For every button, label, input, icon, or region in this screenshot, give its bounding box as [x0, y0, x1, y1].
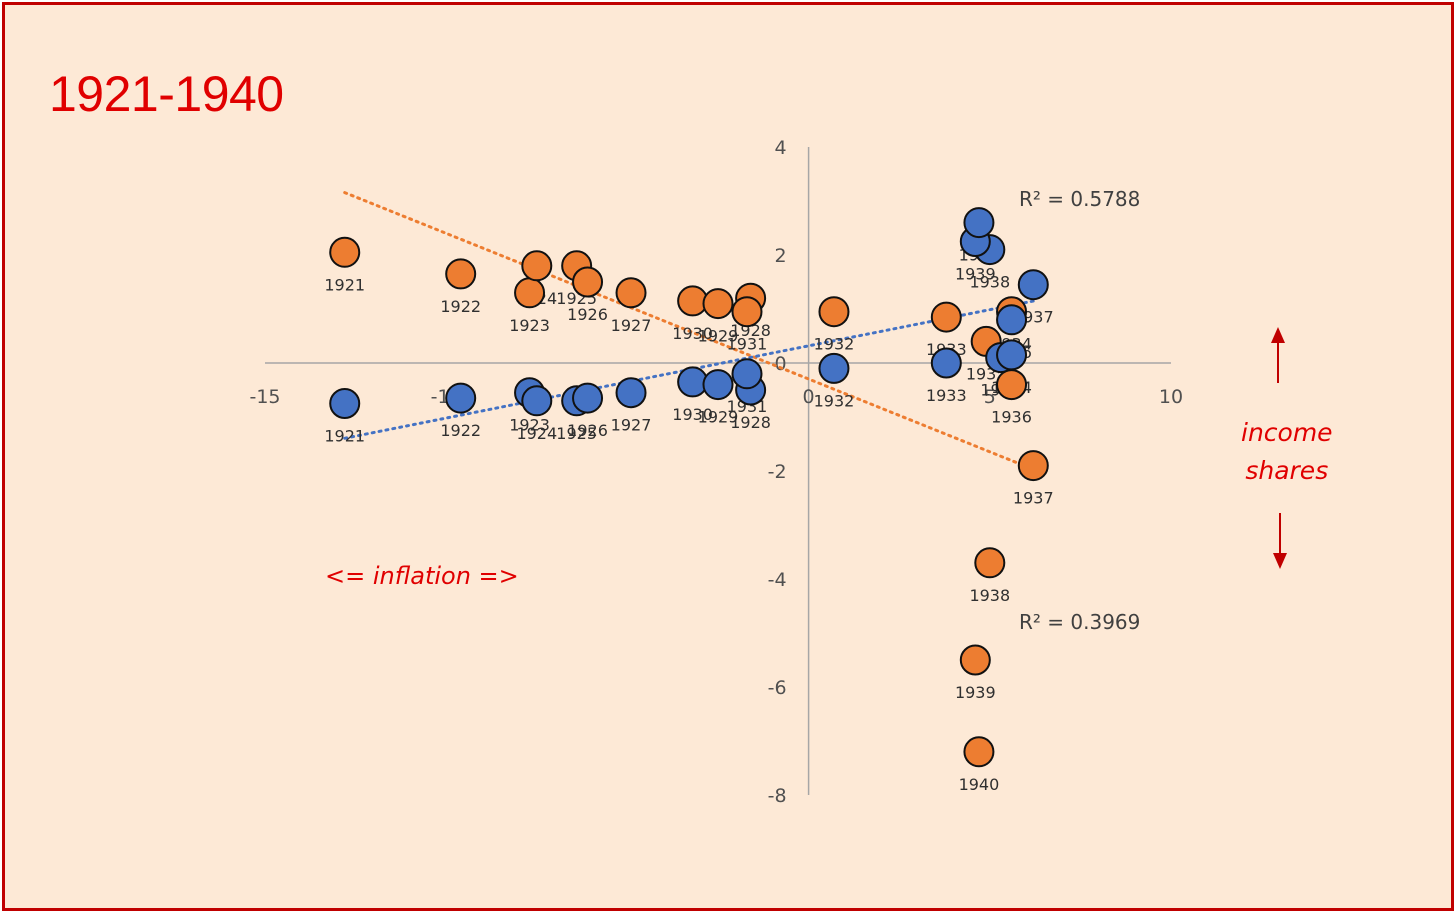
point-year-label: 1930: [672, 324, 713, 343]
data-point: [996, 304, 1028, 336]
point-year-label: 1923: [509, 416, 550, 435]
point-year-label: 1930: [672, 405, 713, 424]
point-year-label: 1933: [926, 386, 967, 405]
income-arrows: [1271, 327, 1287, 569]
point-year-label: 1939: [955, 683, 996, 702]
y-tick-label: -6: [768, 677, 787, 699]
data-point: [731, 358, 763, 390]
income-shares-note: income shares: [1241, 414, 1333, 490]
data-point: [996, 369, 1028, 401]
point-year-label: 1922: [440, 297, 481, 316]
trendline-series-0: [343, 191, 1035, 471]
data-point: [521, 385, 553, 417]
x-tick-label: 10: [1159, 386, 1183, 408]
data-point: [702, 288, 734, 320]
y-tick-label: 4: [775, 137, 787, 159]
point-year-label: 1921: [324, 275, 365, 294]
income-note-line2: shares: [1245, 456, 1329, 485]
point-year-label: 1936: [991, 408, 1032, 427]
arrow-up-head-icon: [1271, 327, 1285, 343]
data-point: [445, 258, 477, 290]
point-year-label: 1926: [567, 421, 608, 440]
data-point: [514, 277, 546, 309]
point-year-label: 1931: [727, 335, 768, 354]
x-tick-label: -15: [249, 386, 280, 408]
data-point: [818, 352, 850, 384]
point-year-label: 1938: [969, 586, 1010, 605]
chart-title: 1921-1940: [49, 66, 284, 122]
data-point: [445, 382, 477, 414]
point-year-label: 1928: [730, 321, 771, 340]
point-year-label: 1926: [567, 305, 608, 324]
point-year-label: 1921: [324, 427, 365, 446]
point-year-label: 1939: [955, 265, 996, 284]
y-tick-label: -8: [768, 785, 787, 807]
y-tick-label: 2: [775, 245, 787, 267]
x-tick-label: 0: [803, 386, 815, 408]
y-tick-label: -4: [768, 569, 787, 591]
income-note-line1: income: [1241, 418, 1333, 447]
data-point: [572, 266, 604, 298]
point-year-label: 1923: [509, 316, 550, 335]
point-year-label: 1929: [698, 408, 739, 427]
data-point: [702, 369, 734, 401]
r2-orange-label: R² = 0.3969: [1019, 610, 1140, 634]
point-year-label: 1927: [611, 416, 652, 435]
data-point: [329, 388, 361, 419]
data-point: [731, 296, 763, 328]
inflation-note: <= inflation =>: [325, 562, 519, 590]
data-point: [1017, 269, 1049, 301]
point-year-label: 1928: [730, 413, 771, 432]
point-year-label: 1927: [611, 316, 652, 335]
data-point: [930, 301, 962, 333]
point-year-label: 1932: [814, 335, 855, 354]
data-point: [329, 236, 361, 268]
arrow-down-head-icon: [1273, 553, 1287, 569]
data-point: [521, 250, 553, 282]
point-year-label: 1938: [969, 273, 1010, 292]
point-year-label: 1940: [959, 775, 1000, 794]
point-year-label: 1922: [440, 421, 481, 440]
data-point: [615, 377, 647, 409]
y-tick-label: 0: [775, 353, 787, 375]
point-year-label: 1924: [516, 424, 557, 443]
points: [329, 207, 1049, 768]
data-point: [974, 547, 1006, 579]
x-tick-label: 5: [984, 386, 996, 408]
point-year-label: 1932: [814, 391, 855, 410]
y-tick-label: -2: [768, 461, 787, 483]
r2-blue-label: R² = 0.5788: [1019, 187, 1140, 211]
point-year-label: 1937: [1013, 489, 1054, 508]
point-year-label: 1925: [556, 424, 597, 443]
data-point: [959, 644, 991, 676]
data-point: [963, 207, 995, 239]
data-point: [996, 339, 1028, 371]
point-year-label: 1929: [698, 327, 739, 346]
data-point: [818, 296, 850, 328]
data-point: [572, 382, 604, 414]
data-point: [1017, 450, 1049, 482]
data-point: [930, 347, 962, 379]
data-point: [963, 736, 995, 768]
data-point: [615, 277, 647, 309]
